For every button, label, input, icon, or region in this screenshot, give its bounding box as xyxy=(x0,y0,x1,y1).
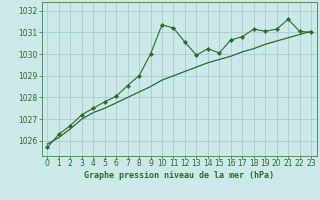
X-axis label: Graphe pression niveau de la mer (hPa): Graphe pression niveau de la mer (hPa) xyxy=(84,171,274,180)
